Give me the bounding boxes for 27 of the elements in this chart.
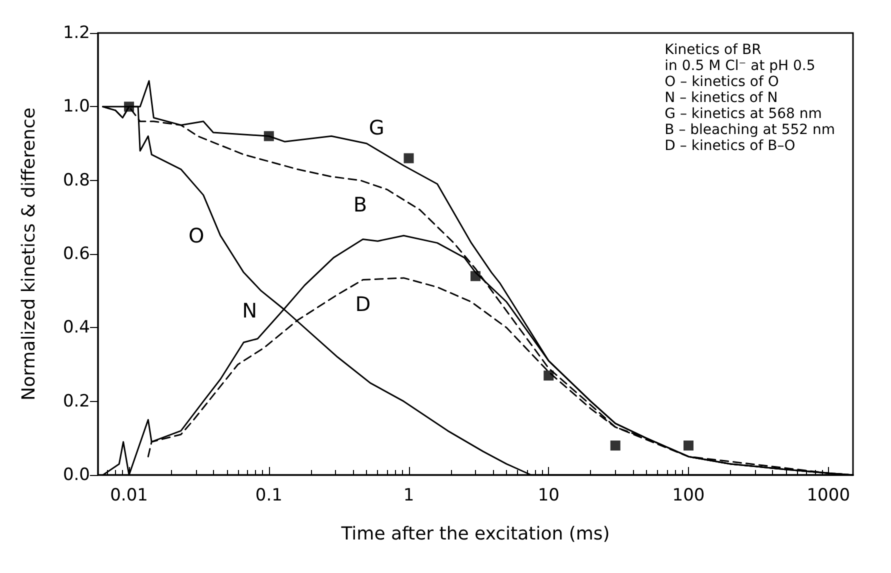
x-tick-label: 100 — [672, 486, 705, 506]
y-tick-label: 0.6 — [62, 244, 90, 264]
x-tick-label: 10 — [538, 486, 560, 506]
y-tick-label: 1.2 — [62, 23, 90, 43]
x-tick-label: 0.1 — [255, 486, 282, 506]
annotation: O – kinetics of O — [664, 74, 779, 90]
series-label: D — [355, 292, 371, 316]
y-tick-label: 0.2 — [62, 391, 90, 412]
series-label: N — [242, 298, 258, 323]
y-tick-label: 0.0 — [62, 465, 90, 485]
x-axis-title: Time after the excitation (ms) — [340, 524, 610, 544]
series-label: G — [368, 116, 384, 140]
x-tick-label: 1000 — [806, 486, 850, 506]
series-label: B — [353, 192, 368, 216]
y-tick-label: 0.4 — [62, 318, 90, 338]
series-label: O — [188, 224, 204, 248]
y-axis-title: Normalized kinetics & difference — [18, 108, 40, 400]
y-tick-label: 1.0 — [62, 96, 90, 117]
annotation: Kinetics of BR — [664, 42, 762, 58]
annotation: in 0.5 M Cl⁻ at pH 0.5 — [664, 58, 816, 74]
annotation: G – kinetics at 568 nm — [664, 106, 822, 122]
y-tick-label: 0.8 — [62, 170, 90, 190]
x-tick-label: 1 — [403, 486, 414, 506]
annotation: D – kinetics of B–O — [664, 138, 796, 154]
annotation: N – kinetics of N — [664, 90, 778, 106]
annotation: B – bleaching at 552 nm — [664, 122, 836, 138]
x-tick-label: 0.01 — [110, 486, 148, 506]
